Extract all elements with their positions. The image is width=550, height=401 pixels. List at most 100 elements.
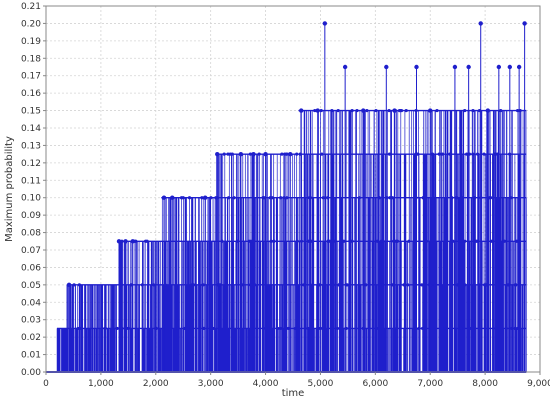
level-marker xyxy=(306,326,310,331)
level-marker xyxy=(248,152,252,156)
peak-marker xyxy=(361,108,366,113)
level-marker xyxy=(467,152,471,156)
level-marker xyxy=(518,108,522,113)
level-marker xyxy=(394,326,399,331)
level-marker xyxy=(476,152,480,156)
x-tick-label: 1,000 xyxy=(88,379,114,389)
level-marker xyxy=(490,239,494,243)
level-marker xyxy=(390,196,395,200)
level-marker xyxy=(251,152,255,156)
level-marker xyxy=(430,152,435,156)
level-marker xyxy=(202,326,206,331)
peak-marker xyxy=(507,64,513,70)
level-marker xyxy=(285,152,289,156)
level-marker xyxy=(414,152,418,156)
level-marker xyxy=(474,239,478,243)
level-marker xyxy=(477,108,482,113)
level-marker xyxy=(176,326,180,331)
x-tick-label: 3,000 xyxy=(198,379,224,389)
level-marker xyxy=(331,283,335,287)
level-marker xyxy=(316,326,320,331)
y-tick-label: 0.18 xyxy=(21,54,41,64)
level-marker xyxy=(365,108,369,113)
level-marker xyxy=(504,326,508,331)
peak-marker xyxy=(342,64,348,70)
level-marker xyxy=(293,326,297,331)
level-marker xyxy=(414,108,418,113)
x-axis-label: time xyxy=(282,388,305,399)
peak-marker xyxy=(496,64,502,70)
y-tick-label: 0.16 xyxy=(21,89,41,99)
level-marker xyxy=(427,283,432,287)
level-marker xyxy=(333,239,337,243)
level-marker xyxy=(463,283,467,287)
level-marker xyxy=(377,196,381,200)
level-marker xyxy=(200,196,204,200)
x-tick-label: 0 xyxy=(43,379,49,389)
level-marker xyxy=(374,326,378,331)
level-marker xyxy=(467,326,472,331)
y-tick-label: 0.07 xyxy=(21,246,41,256)
level-marker xyxy=(268,196,272,200)
level-marker xyxy=(151,283,156,287)
level-marker xyxy=(252,239,256,243)
level-marker xyxy=(379,239,383,243)
level-marker xyxy=(154,326,158,331)
level-marker xyxy=(451,239,455,243)
y-tick-label: 0.06 xyxy=(21,263,41,273)
level-marker xyxy=(459,326,463,331)
peak-marker xyxy=(485,108,491,113)
level-marker xyxy=(361,326,366,331)
level-marker xyxy=(414,196,418,200)
level-marker xyxy=(435,108,439,113)
peak-marker xyxy=(215,151,220,157)
level-marker xyxy=(421,326,425,331)
level-marker xyxy=(285,196,289,200)
level-marker xyxy=(318,283,322,287)
level-marker xyxy=(232,196,236,200)
level-marker xyxy=(454,196,459,200)
level-marker xyxy=(303,283,307,287)
level-marker xyxy=(336,108,340,113)
level-marker xyxy=(407,239,411,243)
peak-marker xyxy=(202,195,208,200)
level-marker xyxy=(120,239,124,243)
level-marker xyxy=(129,283,133,287)
level-marker xyxy=(471,108,475,113)
level-marker xyxy=(179,196,184,200)
level-marker xyxy=(357,196,361,200)
level-marker xyxy=(298,152,302,156)
peak-marker xyxy=(522,21,527,26)
level-marker xyxy=(249,239,253,243)
level-marker xyxy=(201,283,205,287)
level-marker xyxy=(477,283,481,287)
level-marker xyxy=(299,239,304,243)
level-marker xyxy=(494,326,498,331)
level-marker xyxy=(443,326,447,331)
level-marker xyxy=(499,108,503,113)
peak-marker xyxy=(116,239,122,244)
level-marker xyxy=(424,239,428,243)
level-marker xyxy=(339,283,343,287)
level-marker xyxy=(402,283,406,287)
level-marker xyxy=(417,326,421,331)
y-tick-label: 0.15 xyxy=(21,107,41,117)
level-marker xyxy=(489,196,493,200)
peak-marker xyxy=(384,64,389,70)
level-marker xyxy=(516,108,520,113)
level-marker xyxy=(103,326,107,331)
level-marker xyxy=(191,283,195,287)
level-marker xyxy=(484,283,488,287)
level-marker xyxy=(326,196,330,200)
level-marker xyxy=(133,239,137,243)
level-marker xyxy=(482,152,486,156)
level-marker xyxy=(295,152,299,156)
level-marker xyxy=(319,108,323,113)
level-marker xyxy=(335,326,340,331)
y-tick-label: 0.02 xyxy=(21,333,41,343)
level-marker xyxy=(374,108,378,113)
plot-frame xyxy=(45,5,541,373)
level-marker xyxy=(398,108,402,113)
level-marker xyxy=(463,108,467,113)
